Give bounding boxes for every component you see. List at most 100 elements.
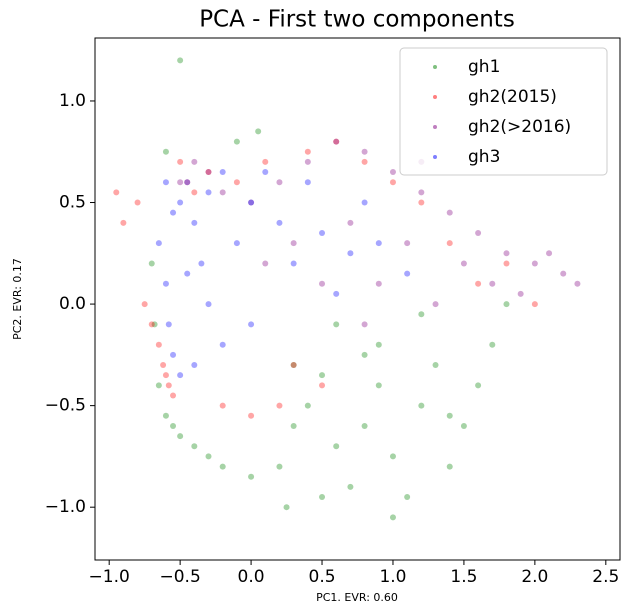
scatter-point xyxy=(503,260,510,267)
scatter-point xyxy=(475,382,482,389)
scatter-point xyxy=(276,402,283,409)
scatter-point xyxy=(290,240,297,247)
scatter-point xyxy=(141,301,148,308)
x-tick-label: 1.5 xyxy=(450,567,477,587)
scatter-point xyxy=(198,260,205,267)
scatter-point xyxy=(283,504,290,511)
scatter-point xyxy=(276,179,283,186)
scatter-point xyxy=(489,280,496,287)
scatter-point xyxy=(347,483,354,490)
scatter-point xyxy=(177,158,184,165)
legend-label: gh3 xyxy=(468,147,500,167)
scatter-point xyxy=(319,372,326,379)
scatter-point xyxy=(290,362,297,369)
scatter-point xyxy=(205,453,212,460)
scatter-point xyxy=(560,270,567,277)
scatter-point xyxy=(574,280,581,287)
scatter-point xyxy=(160,362,167,369)
scatter-point xyxy=(276,463,283,470)
scatter-point xyxy=(262,169,269,176)
scatter-point xyxy=(389,514,396,521)
scatter-point xyxy=(177,372,184,379)
y-tick-label: −1.0 xyxy=(45,497,86,517)
x-tick-label: 2.5 xyxy=(592,567,619,587)
scatter-point xyxy=(375,341,382,348)
scatter-point xyxy=(432,362,439,369)
scatter-point xyxy=(404,270,411,277)
scatter-point xyxy=(531,301,538,308)
scatter-point xyxy=(290,260,297,267)
legend-marker xyxy=(433,155,437,159)
scatter-point xyxy=(361,351,368,358)
scatter-point xyxy=(460,260,467,267)
scatter-point xyxy=(205,301,212,308)
scatter-point xyxy=(361,199,368,206)
legend-marker xyxy=(433,95,437,99)
scatter-point xyxy=(375,382,382,389)
scatter-point xyxy=(319,229,326,236)
scatter-point xyxy=(248,199,255,206)
scatter-point xyxy=(262,158,269,165)
scatter-point xyxy=(233,179,240,186)
scatter-point xyxy=(113,189,120,196)
scatter-point xyxy=(184,179,191,186)
scatter-point xyxy=(155,240,162,247)
scatter-point xyxy=(347,219,354,226)
scatter-point xyxy=(432,301,439,308)
scatter-point xyxy=(151,321,158,328)
scatter-point xyxy=(120,219,127,226)
scatter-point xyxy=(248,473,255,480)
scatter-point xyxy=(304,402,311,409)
scatter-point xyxy=(134,199,141,206)
scatter-point xyxy=(170,392,177,399)
y-axis-label: PC2. EVR: 0.17 xyxy=(11,258,24,340)
chart-title: PCA - First two components xyxy=(199,7,515,33)
scatter-point xyxy=(446,412,453,419)
legend-label: gh2(2015) xyxy=(468,87,557,107)
scatter-point xyxy=(219,402,226,409)
x-tick-label: 1.0 xyxy=(379,567,406,587)
legend-label: gh1 xyxy=(468,57,500,77)
scatter-point xyxy=(148,321,155,328)
scatter-point xyxy=(205,189,212,196)
scatter-point xyxy=(177,57,184,64)
scatter-point xyxy=(361,321,368,328)
scatter-point xyxy=(290,362,297,369)
scatter-point xyxy=(475,229,482,236)
scatter-point xyxy=(375,240,382,247)
scatter-point xyxy=(290,422,297,429)
legend: gh1 gh2(2015) gh2(>2016) gh3 xyxy=(399,47,608,176)
y-tick-label: 0.0 xyxy=(59,294,86,314)
scatter-point xyxy=(361,158,368,165)
legend-box xyxy=(399,47,608,176)
axes-frame xyxy=(94,37,621,561)
scatter-point xyxy=(162,148,169,155)
scatter-point xyxy=(361,148,368,155)
scatter-point xyxy=(347,250,354,257)
scatter-point xyxy=(517,290,524,297)
legend-marker xyxy=(433,65,437,69)
x-tick-label: 0.0 xyxy=(238,567,265,587)
scatter-point xyxy=(191,443,198,450)
scatter-point xyxy=(162,412,169,419)
scatter-point xyxy=(404,494,411,501)
scatter-point xyxy=(177,433,184,440)
scatter-point xyxy=(219,463,226,470)
scatter-point xyxy=(205,169,212,176)
scatter-point xyxy=(418,402,425,409)
scatter-point xyxy=(503,250,510,257)
scatter-point xyxy=(389,169,396,176)
scatter-point xyxy=(333,138,340,145)
scatter-point xyxy=(205,169,212,176)
scatter-point xyxy=(319,494,326,501)
scatter-point xyxy=(165,382,172,389)
scatter-point xyxy=(389,179,396,186)
scatter-point xyxy=(191,158,198,165)
scatter-point xyxy=(262,260,269,267)
scatter-point xyxy=(304,179,311,186)
scatter-point xyxy=(170,351,177,358)
scatter-point xyxy=(333,138,340,145)
scatter-point xyxy=(276,219,283,226)
scatter-point xyxy=(446,240,453,247)
